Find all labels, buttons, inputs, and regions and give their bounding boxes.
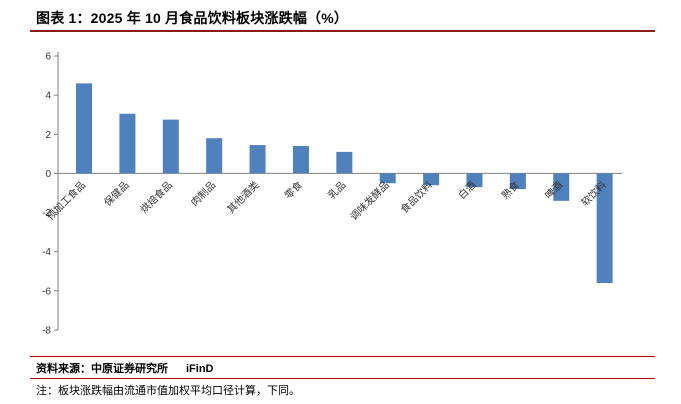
y-tick-label: 2 bbox=[45, 130, 51, 141]
y-tick-label: 4 bbox=[45, 91, 51, 102]
bar bbox=[379, 173, 396, 184]
category-label: 乳品 bbox=[325, 178, 348, 201]
bar bbox=[76, 83, 93, 174]
bar bbox=[206, 138, 223, 174]
bar bbox=[596, 173, 613, 284]
category-label: 调味发酵品 bbox=[347, 178, 392, 223]
note-line: 注：板块涨跌幅由流通市值加权平均口径计算，下同。 bbox=[36, 385, 300, 397]
bar-chart: -8 -6 -4 -2 0 2 4 6 预加工食品 保健品 烘焙食品 肉制品 其他酒类 零食 乳品 调味发酵品… bbox=[42, 52, 622, 337]
category-label: 食品饮料 bbox=[398, 178, 435, 215]
note-rule bbox=[30, 378, 655, 379]
y-tick-label: -8 bbox=[42, 326, 51, 337]
bar bbox=[553, 173, 570, 201]
figure-title-row: 图表 1：2025 年 10 月食品饮料板块涨跌幅（%） bbox=[36, 8, 651, 28]
category-label: 预加工食品 bbox=[44, 178, 89, 223]
y-tick-label: 0 bbox=[45, 169, 51, 180]
y-tick-label: -6 bbox=[42, 286, 51, 297]
y-tick-label: 6 bbox=[45, 52, 51, 63]
bar bbox=[466, 173, 483, 188]
bar bbox=[119, 113, 136, 174]
y-tick-label: -4 bbox=[42, 247, 51, 258]
bar bbox=[249, 145, 266, 174]
source-rule bbox=[30, 356, 655, 357]
bar bbox=[292, 146, 309, 174]
category-label: 肉制品 bbox=[188, 178, 218, 208]
source-brand: iFinD bbox=[186, 363, 214, 375]
figure-title: 图表 1：2025 年 10 月食品饮料板块涨跌幅（%） bbox=[36, 10, 349, 26]
source-line: 资料来源：中原证券研究所 iFinD bbox=[30, 357, 655, 378]
source-label: 资料来源：中原证券研究所 bbox=[36, 363, 168, 375]
y-tick-label: -2 bbox=[42, 208, 51, 219]
bar bbox=[162, 119, 179, 174]
category-label: 保健品 bbox=[101, 178, 131, 208]
bar bbox=[336, 151, 353, 174]
category-label: 零食 bbox=[282, 178, 305, 201]
figure-footer: 资料来源：中原证券研究所 iFinD 注：板块涨跌幅由流通市值加权平均口径计算，下… bbox=[30, 356, 655, 398]
bar bbox=[423, 173, 440, 186]
chart-area: -8 -6 -4 -2 0 2 4 6 预加工食品 保健品 烘焙食品 肉制品 其他酒类 零食 乳品 调味发酵品… bbox=[0, 34, 681, 348]
title-rule bbox=[30, 30, 655, 32]
category-label: 烘焙食品 bbox=[137, 178, 174, 215]
category-label: 其他酒类 bbox=[224, 178, 261, 215]
bar bbox=[509, 173, 526, 190]
